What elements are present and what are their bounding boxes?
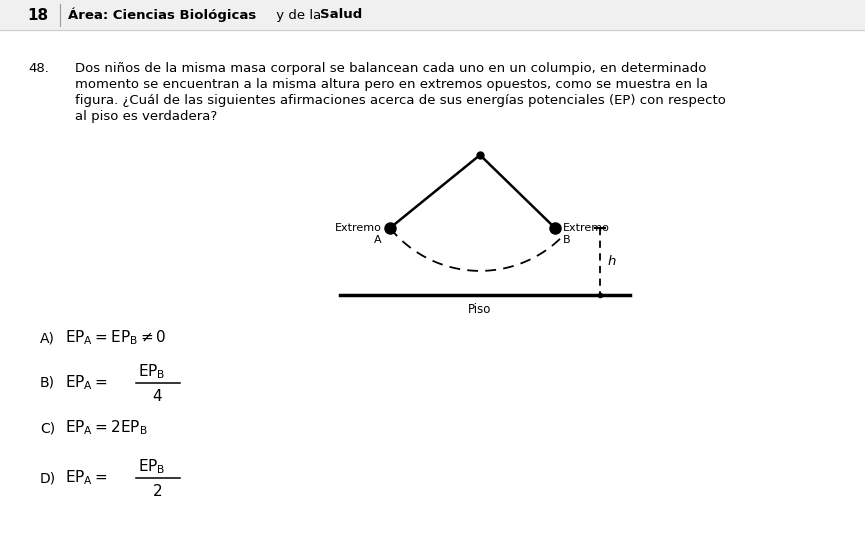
Text: A): A): [40, 331, 54, 345]
Text: 18: 18: [28, 7, 48, 22]
Text: figura. ¿Cuál de las siguientes afirmaciones acerca de sus energías potenciales : figura. ¿Cuál de las siguientes afirmaci…: [75, 94, 726, 107]
Text: Extremo
B: Extremo B: [563, 223, 610, 246]
Text: Extremo
A: Extremo A: [335, 223, 382, 246]
Text: $\mathrm{EP_A =}$: $\mathrm{EP_A =}$: [65, 469, 108, 488]
Text: Piso: Piso: [468, 303, 491, 316]
Text: $\mathrm{EP_A = 2EP_B}$: $\mathrm{EP_A = 2EP_B}$: [65, 419, 148, 437]
Text: D): D): [40, 471, 56, 485]
Text: $\mathrm{EP_B}$: $\mathrm{EP_B}$: [138, 363, 165, 381]
Text: y de la: y de la: [272, 9, 325, 21]
Text: 48.: 48.: [28, 62, 49, 75]
Text: $\mathrm{EP_B}$: $\mathrm{EP_B}$: [138, 458, 165, 476]
Text: C): C): [40, 421, 55, 435]
Text: h: h: [608, 255, 617, 268]
Text: $\mathrm{EP_A = EP_B \neq 0}$: $\mathrm{EP_A = EP_B \neq 0}$: [65, 328, 167, 347]
Text: $\mathrm{2}$: $\mathrm{2}$: [152, 483, 162, 499]
Text: Salud: Salud: [320, 9, 362, 21]
Text: $\mathrm{EP_A =}$: $\mathrm{EP_A =}$: [65, 374, 108, 392]
Text: Dos niños de la misma masa corporal se balancean cada uno en un columpio, en det: Dos niños de la misma masa corporal se b…: [75, 62, 707, 75]
Text: momento se encuentran a la misma altura pero en extremos opuestos, como se muest: momento se encuentran a la misma altura …: [75, 78, 708, 91]
Text: Área: Ciencias Biológicas: Área: Ciencias Biológicas: [68, 8, 256, 22]
Text: al piso es verdadera?: al piso es verdadera?: [75, 110, 217, 123]
Text: B): B): [40, 376, 55, 390]
Text: $\mathrm{4}$: $\mathrm{4}$: [152, 388, 163, 404]
